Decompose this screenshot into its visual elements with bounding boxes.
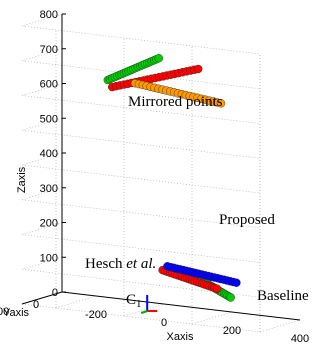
y-axis-line (21, 291, 63, 305)
grid-line-x (55, 295, 97, 309)
data-point (212, 284, 222, 293)
z-tick-label: 300 (40, 183, 58, 195)
grid-line-x (191, 311, 233, 325)
grid-line-z (21, 303, 261, 333)
x-tick-label: 0 (161, 317, 167, 329)
z-axis-label: Zaxis (16, 166, 28, 193)
annotation-hesch-etal: et al. (126, 256, 156, 272)
grid-line-z (21, 222, 63, 235)
data-point (232, 278, 241, 287)
z-tick-label: 200 (40, 218, 58, 230)
x-tick-label: 200 (223, 325, 241, 337)
annotation-camera-label: C (126, 292, 136, 308)
grid-line-z (21, 256, 63, 270)
annotation-hesch-name: Hesch (85, 256, 126, 272)
annotation-hesch: Hesch et al. (85, 256, 156, 272)
tick-labels: 0 100 200 300 400 500 600 700 800 -200 0 200 400 0 400 (0, 9, 309, 345)
y-tick-label: 0 (33, 299, 39, 311)
grid-line-z (21, 117, 63, 131)
z-tick-label: 700 (40, 44, 58, 56)
grid-line-z (21, 152, 63, 166)
z-tick-label: 0 (52, 287, 58, 299)
grid-line-x (259, 319, 301, 333)
grid-line-x (123, 303, 165, 317)
x-tick-label: -200 (85, 309, 107, 321)
grid-line-z (21, 83, 63, 96)
z-tick-label: 500 (40, 113, 58, 125)
x-tick-label: 400 (291, 333, 309, 345)
data-point (193, 64, 203, 74)
data-point (154, 54, 164, 63)
z-tick-label: 400 (40, 148, 58, 160)
y-axis-label: Yaxis (3, 307, 30, 319)
annotation-mirrored: Mirrored points (128, 94, 223, 110)
grid-line-z (21, 13, 63, 27)
z-tick-label: 800 (40, 9, 58, 21)
x-axis-line (61, 291, 301, 321)
annotation-baseline: Baseline (257, 288, 309, 304)
x-axis-label: Xaxis (167, 331, 194, 343)
annotation-camera-sub: 1 (136, 298, 142, 310)
grid-line-z (21, 187, 63, 201)
axes (21, 13, 301, 321)
annotation-camera: C1 (126, 292, 142, 310)
annotation-proposed: Proposed (219, 212, 275, 228)
data-point (216, 99, 226, 108)
z-tick-label: 600 (40, 79, 58, 91)
z-tick-label: 100 (40, 252, 58, 264)
y-tick-label: 400 (0, 306, 9, 318)
data-points (103, 54, 241, 314)
grid-line-z (21, 48, 63, 62)
data-point (226, 293, 235, 302)
camera-axis-y (140, 310, 148, 314)
